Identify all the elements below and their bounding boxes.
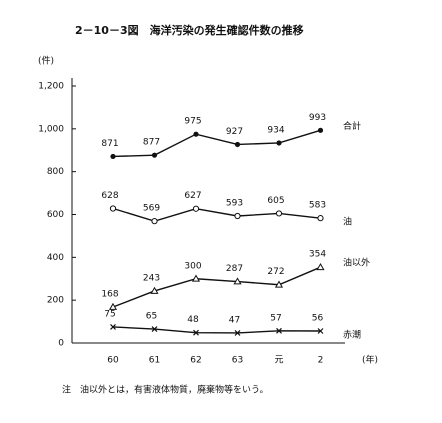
- marker: [274, 280, 284, 288]
- x-tick-label: 63: [232, 356, 243, 366]
- data-label: 877: [143, 138, 160, 148]
- x-tick-label: 元: [274, 356, 283, 366]
- marker: [110, 324, 116, 330]
- x-tick-label: 62: [190, 356, 201, 366]
- x-tick-label: 2: [318, 356, 324, 366]
- marker: [276, 140, 282, 146]
- marker: [316, 262, 325, 271]
- marker: [193, 131, 199, 137]
- y-axis-label: (件): [38, 55, 54, 67]
- data-label: 243: [143, 273, 160, 283]
- data-label: 927: [226, 127, 243, 137]
- marker: [151, 326, 158, 333]
- note: 注 油以外とは，有害液体物質，廃棄物等をいう。: [62, 384, 268, 396]
- marker: [317, 215, 324, 222]
- marker: [191, 274, 201, 282]
- x-tick-label: 60: [107, 356, 119, 366]
- y-tick-label: 800: [47, 167, 64, 177]
- marker: [317, 127, 324, 133]
- data-label: 569: [143, 204, 160, 214]
- data-label: 628: [101, 191, 118, 201]
- marker: [234, 141, 241, 148]
- data-label: 993: [309, 113, 326, 123]
- marker: [150, 286, 159, 294]
- marker: [275, 210, 283, 217]
- x-tick-label: 61: [149, 356, 160, 366]
- data-label: 354: [309, 250, 326, 260]
- marker: [110, 153, 116, 160]
- data-label: 583: [309, 201, 326, 211]
- data-label: 627: [184, 191, 201, 201]
- data-label: 605: [267, 196, 284, 206]
- data-label: 65: [146, 312, 157, 322]
- data-label: 975: [184, 117, 201, 127]
- marker: [317, 328, 324, 334]
- series-line: [112, 129, 321, 158]
- series-label: 油: [343, 216, 352, 228]
- series-line: [112, 207, 321, 222]
- marker: [234, 330, 241, 336]
- data-label: 272: [267, 267, 284, 277]
- series-line: [112, 266, 321, 308]
- x-axis-label: (年): [362, 354, 378, 366]
- marker: [109, 205, 117, 212]
- marker: [151, 152, 158, 158]
- data-label: 593: [226, 198, 243, 208]
- data-label: 56: [312, 314, 324, 324]
- data-label: 871: [101, 139, 118, 149]
- data-label: 300: [184, 261, 201, 271]
- marker: [192, 205, 200, 212]
- y-tick-label: 1,000: [38, 124, 64, 134]
- y-tick-label: 400: [47, 253, 64, 263]
- series-label: 合計: [343, 120, 361, 132]
- series-label: 赤潮: [343, 329, 361, 341]
- data-label: 75: [104, 309, 115, 319]
- y-tick-label: 1,200: [38, 82, 64, 92]
- marker: [276, 327, 282, 334]
- series-label: 油以外: [343, 257, 370, 269]
- y-tick-label: 600: [47, 210, 64, 220]
- chart-title: 2－10－3図 海洋汚染の発生確認件数の推移: [75, 23, 304, 37]
- y-tick-label: 0: [58, 339, 64, 349]
- data-label: 287: [226, 264, 243, 274]
- data-label: 48: [187, 315, 199, 325]
- marker: [193, 329, 199, 336]
- series-line: [112, 326, 321, 334]
- data-label: 934: [267, 125, 284, 135]
- marker: [234, 212, 241, 220]
- marker: [108, 302, 118, 310]
- data-label: 168: [101, 290, 118, 300]
- data-label: 47: [229, 315, 240, 325]
- y-tick-label: 200: [47, 296, 64, 306]
- data-label: 57: [270, 313, 281, 323]
- marker: [233, 277, 242, 285]
- marker: [151, 218, 158, 225]
